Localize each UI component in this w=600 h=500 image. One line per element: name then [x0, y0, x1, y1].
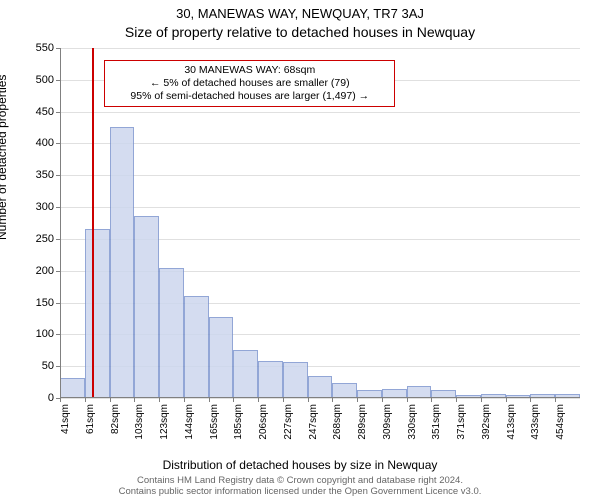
histogram-bar — [258, 361, 283, 398]
y-tick-label: 450 — [36, 106, 54, 118]
x-tick-label: 268sqm — [332, 404, 343, 440]
annotation-line: ← 5% of detached houses are smaller (79) — [111, 77, 388, 90]
gridline — [60, 48, 580, 49]
histogram-bar — [110, 127, 135, 398]
x-tick-label: 41sqm — [60, 404, 71, 434]
gridline — [60, 143, 580, 144]
histogram-bar — [332, 383, 357, 398]
x-tick-mark — [431, 398, 432, 402]
x-tick-mark — [456, 398, 457, 402]
x-tick-label: 351sqm — [431, 404, 442, 440]
histogram-bar — [60, 378, 85, 398]
chart-area: 05010015020025030035040045050055041sqm61… — [60, 48, 580, 398]
histogram-bar — [134, 216, 159, 398]
y-tick-label: 0 — [48, 392, 54, 404]
x-tick-mark — [506, 398, 507, 402]
y-tick-label: 350 — [36, 169, 54, 181]
histogram-bar — [85, 229, 110, 398]
x-tick-label: 433sqm — [530, 404, 541, 440]
x-tick-label: 144sqm — [184, 404, 195, 440]
x-tick-label: 165sqm — [209, 404, 220, 440]
x-tick-mark — [481, 398, 482, 402]
y-tick-label: 150 — [36, 297, 54, 309]
y-axis-label: Number of detached properties — [0, 75, 9, 240]
x-tick-mark — [357, 398, 358, 402]
y-tick-label: 50 — [42, 360, 54, 372]
x-tick-label: 392sqm — [481, 404, 492, 440]
x-tick-label: 454sqm — [555, 404, 566, 440]
histogram-bar — [283, 362, 308, 398]
x-tick-mark — [555, 398, 556, 402]
attribution-text: Contains HM Land Registry data © Crown c… — [0, 476, 600, 498]
histogram-bar — [233, 350, 258, 398]
page-title-address: 30, MANEWAS WAY, NEWQUAY, TR7 3AJ — [0, 6, 600, 21]
annotation-line: 95% of semi-detached houses are larger (… — [111, 90, 388, 103]
x-tick-mark — [85, 398, 86, 402]
x-tick-label: 227sqm — [283, 404, 294, 440]
gridline — [60, 112, 580, 113]
y-tick-label: 400 — [36, 137, 54, 149]
x-tick-label: 206sqm — [258, 404, 269, 440]
annotation-box: 30 MANEWAS WAY: 68sqm← 5% of detached ho… — [104, 60, 395, 107]
histogram-bar — [184, 296, 209, 398]
x-tick-mark — [233, 398, 234, 402]
x-tick-label: 61sqm — [85, 404, 96, 434]
x-tick-mark — [60, 398, 61, 402]
x-tick-label: 82sqm — [110, 404, 121, 434]
x-tick-label: 289sqm — [357, 404, 368, 440]
x-tick-mark — [209, 398, 210, 402]
x-tick-label: 247sqm — [308, 404, 319, 440]
attribution-line: Contains public sector information licen… — [0, 487, 600, 498]
x-tick-mark — [134, 398, 135, 402]
gridline — [60, 207, 580, 208]
x-tick-label: 123sqm — [159, 404, 170, 440]
x-tick-mark — [159, 398, 160, 402]
histogram-bar — [308, 376, 333, 398]
x-tick-mark — [407, 398, 408, 402]
annotation-line: 30 MANEWAS WAY: 68sqm — [111, 64, 388, 77]
x-tick-label: 103sqm — [134, 404, 145, 440]
page-subtitle: Size of property relative to detached ho… — [0, 24, 600, 40]
x-tick-mark — [308, 398, 309, 402]
gridline — [60, 398, 580, 399]
histogram-bar — [159, 268, 184, 398]
x-tick-mark — [258, 398, 259, 402]
x-tick-mark — [382, 398, 383, 402]
y-tick-label: 500 — [36, 74, 54, 86]
y-tick-label: 250 — [36, 233, 54, 245]
x-tick-mark — [332, 398, 333, 402]
y-tick-label: 550 — [36, 42, 54, 54]
x-tick-mark — [110, 398, 111, 402]
x-axis-label: Distribution of detached houses by size … — [0, 458, 600, 472]
x-tick-label: 185sqm — [233, 404, 244, 440]
x-tick-label: 413sqm — [506, 404, 517, 440]
x-axis — [60, 397, 580, 398]
x-tick-label: 330sqm — [407, 404, 418, 440]
gridline — [60, 175, 580, 176]
y-tick-label: 300 — [36, 201, 54, 213]
y-tick-label: 100 — [36, 328, 54, 340]
histogram-bar — [209, 317, 234, 398]
x-tick-label: 309sqm — [382, 404, 393, 440]
y-tick-label: 200 — [36, 265, 54, 277]
x-tick-mark — [530, 398, 531, 402]
x-tick-mark — [184, 398, 185, 402]
marker-line — [92, 48, 94, 398]
x-tick-label: 371sqm — [456, 404, 467, 440]
y-axis — [60, 48, 61, 398]
x-tick-mark — [283, 398, 284, 402]
